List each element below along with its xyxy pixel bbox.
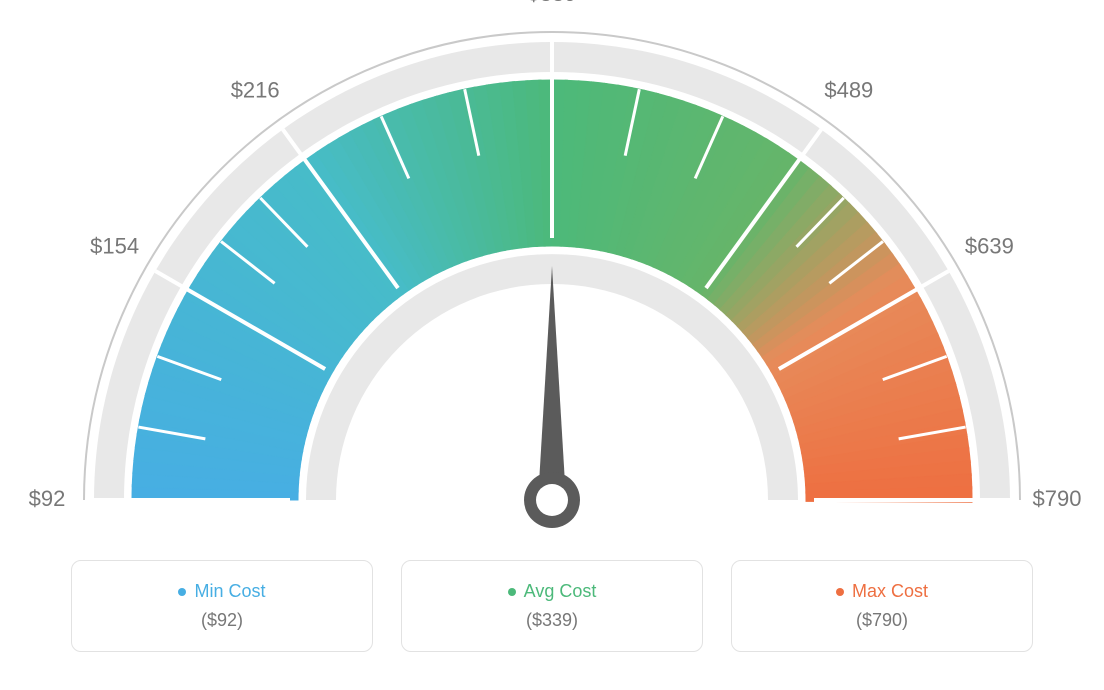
legend-avg-value: ($339) [526,610,578,631]
legend-max-value: ($790) [856,610,908,631]
legend-min-dot [178,588,186,596]
gauge-tick-label: $216 [231,77,280,102]
legend-card-min: Min Cost ($339) ($92) [71,560,373,652]
gauge-tick-label: $639 [965,233,1014,258]
legend-row: Min Cost ($339) ($92) Avg Cost ($339) Ma… [0,560,1104,652]
legend-min-label: Min Cost [194,581,265,602]
legend-card-max: Max Cost ($790) [731,560,1033,652]
gauge-svg: $92 $154 $216 $339 $489 $639 $790 [0,0,1104,560]
legend-avg-label: Avg Cost [524,581,597,602]
gauge-chart: $92 $154 $216 $339 $489 $639 $790 [0,0,1104,560]
legend-max-dot [836,588,844,596]
gauge-tick-label: $339 [528,0,577,6]
gauge-tick-label: $489 [824,77,873,102]
gauge-tick-label: $790 [1033,486,1082,511]
legend-avg-top: Avg Cost [508,581,597,602]
legend-avg-dot [508,588,516,596]
legend-card-avg: Avg Cost ($339) [401,560,703,652]
legend-min-value: ($92) [201,610,243,631]
gauge-needle [538,266,566,500]
legend-min-top: Min Cost [178,581,265,602]
legend-max-top: Max Cost [836,581,928,602]
gauge-tick-label: $154 [90,233,139,258]
gauge-needle-hub-inner [536,484,568,516]
legend-max-label: Max Cost [852,581,928,602]
gauge-tick-label: $92 [29,486,66,511]
